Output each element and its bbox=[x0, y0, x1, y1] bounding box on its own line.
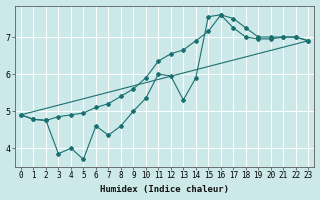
X-axis label: Humidex (Indice chaleur): Humidex (Indice chaleur) bbox=[100, 185, 229, 194]
